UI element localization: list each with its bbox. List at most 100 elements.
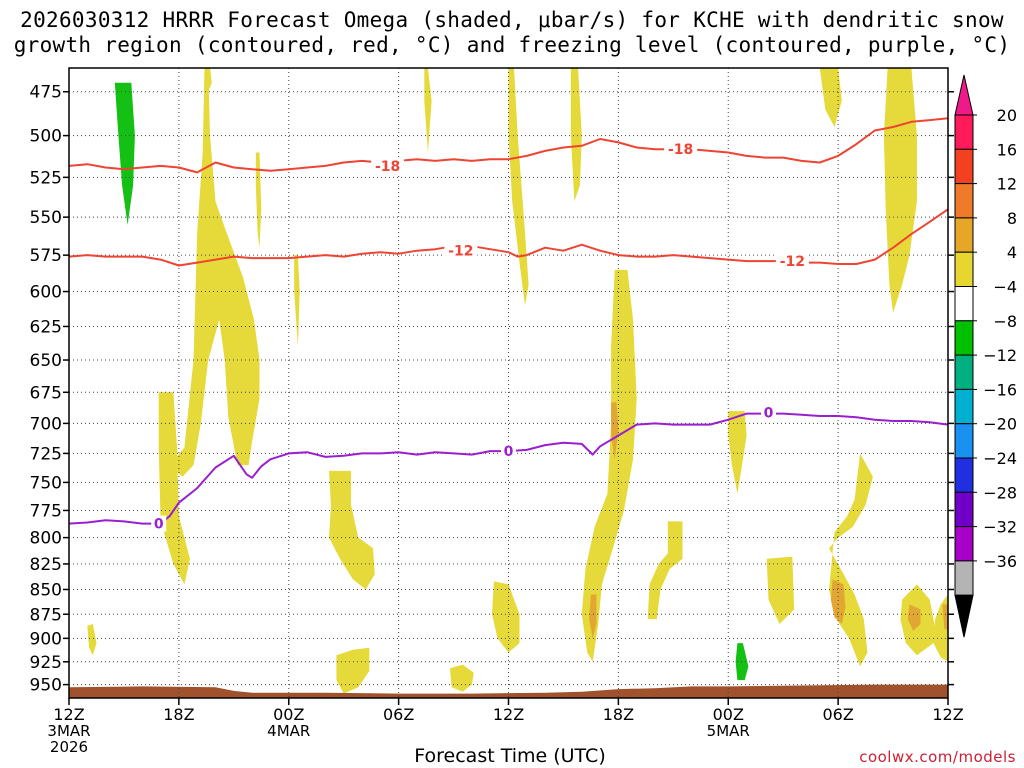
contours: -18 -18 -12 -12 0 0 0	[68, 117, 949, 533]
contour-line-2	[68, 412, 949, 525]
omega-shading	[87, 68, 948, 694]
colorbar-swatch-6	[954, 320, 974, 356]
colorbar-label-2: 12	[997, 175, 1017, 194]
omega-region-15	[647, 521, 683, 620]
omega-region-8	[336, 647, 370, 694]
y-tick-label-850: 850	[30, 580, 62, 600]
x-tick-label-8: 12Z	[932, 705, 963, 724]
terrain-fill	[69, 684, 948, 698]
contour-label-bg-1-1	[775, 253, 809, 270]
colorbar-swatch-11	[954, 491, 974, 528]
y-tick-label-600: 600	[30, 283, 62, 303]
y-tick-label-675: 675	[30, 383, 62, 403]
colorbar-label-8: −16	[983, 380, 1017, 399]
y-tick-label-825: 825	[30, 555, 62, 575]
y-tick-label-750: 750	[30, 473, 62, 493]
colorbar-label-4: 4	[1007, 243, 1017, 262]
colorbar-top-arrow	[954, 74, 974, 116]
y-tick-label-900: 900	[30, 629, 62, 649]
omega-region-0	[114, 82, 135, 225]
colorbar-label-9: −20	[983, 415, 1017, 434]
colorbar-label-13: −36	[983, 552, 1017, 571]
contour-label-bg-0-1	[664, 141, 698, 158]
y-tick-label-575: 575	[30, 246, 62, 266]
omega-region-19	[829, 453, 873, 667]
omega-region-7	[329, 470, 375, 590]
omega-region-4	[255, 152, 262, 248]
contour-label-bg-2-2	[761, 404, 777, 421]
y-tick-label-525: 525	[30, 168, 62, 188]
colorbar-label-3: 8	[1007, 209, 1017, 228]
y-tick-label-800: 800	[30, 529, 62, 549]
colorbar-swatch-13	[954, 560, 974, 596]
axes: 475 500 525 550 575 600 625 650 675 700 725 750 775 8…	[30, 67, 964, 756]
colorbar-label-1: 16	[997, 140, 1017, 159]
contour-label-bg-2-1	[501, 443, 516, 460]
contour-label-0-1: -18	[668, 142, 693, 158]
colorbar-label-6: −8	[993, 312, 1017, 331]
y-tick-label-950: 950	[30, 676, 62, 696]
x-tick-date-2: 4MAR	[267, 722, 310, 740]
x-tick-label-5: 18Z	[603, 705, 634, 724]
colorbar-swatch-12	[954, 526, 974, 562]
omega-region-26	[907, 604, 921, 631]
colorbar: 20 16 12 8 4 −4 −8 −12 −16 −20 −24 −28 −32 −36	[954, 74, 1017, 638]
x-tick-label-7: 06Z	[822, 705, 853, 724]
x-tick-label-2: 00Z	[273, 705, 304, 724]
x-tick-year-0: 2026	[50, 738, 88, 756]
omega-region-9	[449, 664, 474, 692]
colorbar-label-12: −32	[983, 518, 1017, 537]
x-tick-label-0: 12Z	[53, 705, 84, 724]
colorbar-swatch-5	[954, 286, 974, 322]
credit-link[interactable]: coolwx.com/models	[859, 748, 1016, 766]
colorbar-label-5: −4	[993, 278, 1017, 297]
omega-region-18	[819, 68, 842, 127]
x-tick-label-6: 00Z	[713, 705, 744, 724]
contour-label-1-1: -12	[780, 254, 805, 270]
y-tick-label-475: 475	[30, 83, 62, 103]
colorbar-swatch-0	[954, 114, 974, 150]
contour-label-0-0: -18	[375, 159, 400, 175]
y-tick-label-875: 875	[30, 605, 62, 625]
colorbar-swatch-10	[954, 457, 974, 493]
colorbar-swatch-2	[954, 183, 974, 219]
omega-region-27	[942, 604, 948, 631]
omega-region-5	[294, 255, 300, 347]
omega-region-10	[424, 68, 432, 153]
terrain	[69, 684, 948, 698]
colorbar-swatch-3	[954, 217, 974, 253]
contour-label-2-1: 0	[504, 444, 514, 460]
x-tick-label-4: 12Z	[493, 705, 524, 724]
colorbar-swatch-1	[954, 148, 974, 185]
omega-region-6	[87, 624, 97, 656]
contour-label-bg-2-0	[151, 515, 167, 532]
colorbar-label-10: −24	[983, 449, 1017, 468]
omega-region-28	[735, 643, 749, 681]
colorbar-bottom-arrow	[954, 594, 974, 638]
contour-label-1-0: -12	[448, 244, 473, 260]
omega-region-13	[492, 581, 520, 653]
y-tick-label-625: 625	[30, 317, 62, 337]
y-tick-label-775: 775	[30, 501, 62, 521]
contour-label-2-2: 0	[764, 405, 774, 421]
chart-title-line-1: 2026030312 HRRR Forecast Omega (shaded, …	[20, 8, 1004, 32]
contour-label-bg-1-0	[444, 242, 478, 259]
chart-title-line-2: growth region (contoured, red, °C) and f…	[13, 33, 1011, 57]
omega-region-24	[589, 594, 597, 639]
colorbar-label-11: −28	[983, 483, 1017, 502]
x-tick-date-0: 3MAR	[47, 722, 90, 740]
x-tick-label-1: 18Z	[163, 705, 194, 724]
colorbar-swatch-7	[954, 354, 974, 390]
colorbar-swatch-9	[954, 423, 974, 459]
x-tick-date-6: 5MAR	[707, 722, 750, 740]
y-tick-label-925: 925	[30, 653, 62, 673]
omega-region-23	[611, 402, 619, 460]
contour-line-0	[68, 117, 949, 174]
omega-region-2	[158, 392, 190, 585]
omega-region-12	[570, 68, 582, 202]
omega-region-20	[883, 68, 917, 313]
omega-region-14	[581, 269, 637, 662]
omega-region-11	[508, 68, 529, 306]
x-tick-label-3: 06Z	[383, 705, 414, 724]
y-tick-label-725: 725	[30, 444, 62, 464]
